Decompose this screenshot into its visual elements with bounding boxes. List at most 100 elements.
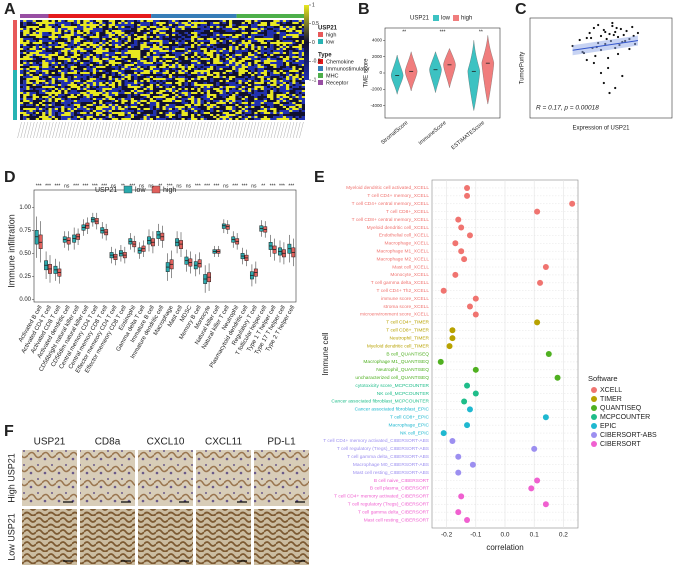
heatmap-cells (23, 28, 306, 30)
heatmap-cells (23, 24, 258, 26)
plot-frame (529, 17, 673, 119)
legend-swatch (433, 15, 439, 21)
point (611, 24, 614, 28)
dot (472, 366, 479, 373)
point (599, 34, 603, 38)
gene-label-stub (163, 121, 168, 139)
heatmap-cells (20, 36, 305, 38)
gene-label-stub (169, 121, 174, 139)
dot (464, 517, 471, 524)
heatmap-cells (23, 72, 302, 74)
gene-label-stub (23, 121, 29, 139)
dot (461, 256, 468, 263)
heatmap-cells (23, 118, 306, 120)
gene-label-stub (289, 121, 295, 139)
legend-swatch (591, 405, 597, 411)
heatmap-cells (29, 56, 302, 58)
heatmap-cells (20, 48, 302, 50)
legend-swatch (591, 441, 597, 447)
heatmap-cells (20, 92, 290, 94)
violin (443, 48, 456, 88)
point (589, 36, 593, 40)
x-tick-label: 0.2 (559, 532, 568, 539)
heatmap-cells (26, 52, 290, 54)
gene-label-stub (87, 121, 92, 139)
dot (534, 208, 541, 215)
heatmap-cells (54, 42, 296, 44)
significance: *** (54, 183, 60, 189)
gene-label-stub (185, 121, 190, 139)
gene-label-stub (251, 121, 257, 139)
legend-label: low (135, 187, 146, 194)
plot-frame (33, 189, 297, 303)
y-tick-label: 2000 (372, 54, 383, 59)
y-tick-label: Cancer associated fibroblast_MCPCOUNTER (331, 399, 429, 405)
gene-label-stub (172, 121, 177, 139)
color-scale (304, 5, 309, 80)
heatmap-cells (20, 110, 305, 112)
ihc-image (80, 509, 135, 565)
dot (464, 192, 471, 199)
gene-label-stub (150, 121, 155, 139)
dot (455, 216, 462, 223)
significance: *** (270, 183, 276, 189)
gene-label-stub (194, 121, 200, 139)
heatmap-cells (20, 106, 305, 108)
heatmap-cells (32, 54, 302, 56)
panel-label: E (314, 169, 325, 186)
heatmap-cells (29, 68, 305, 70)
y-tick-label: 1.00 (19, 205, 31, 211)
gene-label-stub (213, 121, 219, 139)
legend-swatch (591, 432, 597, 438)
y-tick-label: Myeloid dendritic cell_XCELL (367, 225, 430, 231)
heatmap-cells (26, 72, 305, 74)
heatmap-cells (61, 106, 302, 108)
gene-label-stub (207, 121, 212, 139)
x-axis-title: correlation (486, 543, 523, 552)
heatmap-cells (23, 108, 299, 110)
heatmap-cells (23, 82, 299, 84)
heatmap-cells (29, 42, 302, 44)
y-tick-label: Macrophage M0_CIBERSORT-ABS (353, 462, 429, 468)
heatmap-cells (20, 118, 299, 120)
point (599, 71, 603, 75)
dot (455, 509, 462, 516)
heatmap-cells (23, 116, 306, 118)
dot (472, 295, 479, 302)
gene-label-stub (273, 121, 279, 139)
significance: ** (121, 183, 125, 189)
legend-title: Software (588, 374, 618, 383)
y-tick-label: 0.25 (19, 274, 31, 280)
y-tick-label: Myeloid dendritic cell_TIMER (367, 343, 430, 349)
dot (458, 224, 465, 231)
legend-label: TIMER (600, 396, 622, 403)
heatmap-cells (42, 78, 299, 80)
dot (554, 374, 561, 381)
row-label: High USP21 (6, 453, 16, 503)
y-tick-label: T cell CD4+ central memory_XCELL (352, 201, 430, 207)
heatmap-cells (35, 104, 302, 106)
heatmap-cells (20, 66, 305, 68)
ihc-image (22, 450, 77, 506)
gene-label-stub (239, 121, 244, 139)
gene-label-stub (106, 121, 111, 139)
legend-label: high (163, 187, 176, 194)
gene-label-stub (267, 121, 272, 139)
box (38, 234, 43, 249)
heatmap-cells (26, 80, 296, 82)
dot (472, 390, 479, 397)
dot (452, 240, 459, 247)
y-tick-label: Macrophage M2_XCELL (376, 256, 429, 262)
y-axis-title: Immune infiltration (6, 214, 16, 288)
gene-label-stub (216, 121, 222, 139)
significance: ** (158, 183, 162, 189)
heatmap-cells (26, 112, 290, 114)
gene-label-stub (156, 121, 162, 139)
gene-label-stub (229, 121, 234, 139)
gene-label-stub (210, 121, 215, 139)
gene-label-stub (144, 121, 149, 139)
gene-label-stub (30, 121, 35, 139)
x-tick-label: 0.1 (530, 532, 539, 539)
legend-title: USP21 (95, 187, 117, 194)
gene-label-stub (258, 121, 263, 139)
